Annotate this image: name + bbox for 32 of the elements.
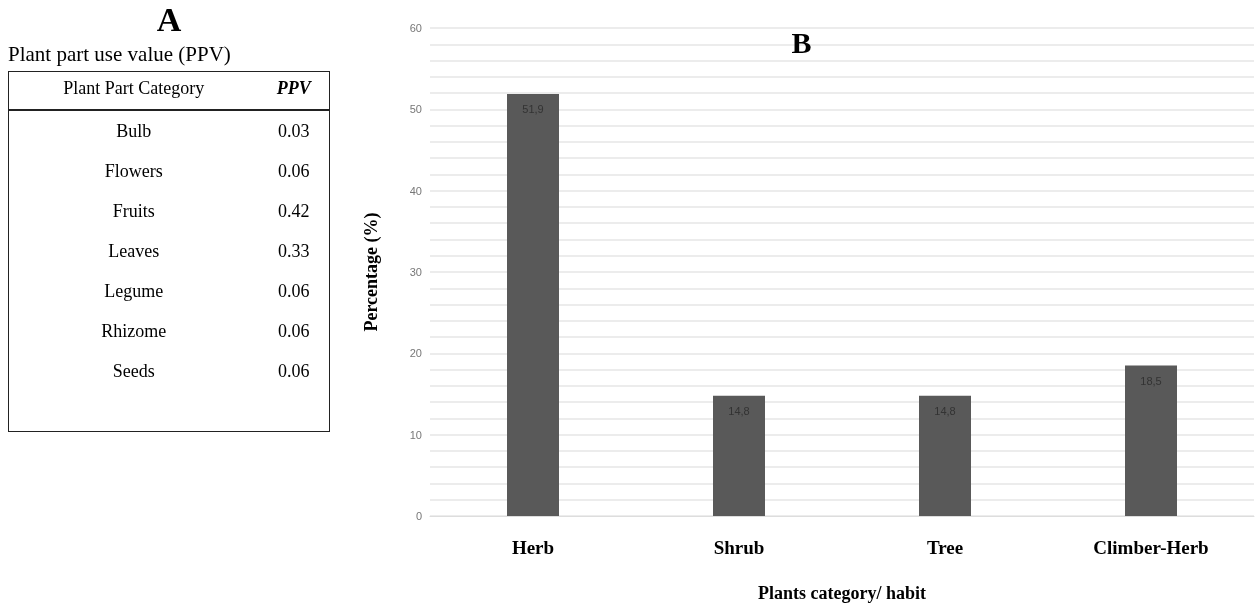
chart-title: B	[791, 25, 812, 59]
data-label: 0.06	[276, 159, 311, 183]
y-tick-label: 50	[409, 103, 422, 116]
x-tick-label: Herb	[511, 537, 555, 558]
category-label: Legume	[103, 279, 165, 303]
x-axis-title: Plants category/ habit	[758, 583, 926, 603]
category-label: Flowers	[103, 159, 164, 183]
y-axis-title: Percentage (%)	[361, 212, 382, 332]
x-tick-label: Tree	[926, 537, 964, 558]
x-tick-label: Shrub	[713, 537, 765, 558]
category-label: Bulb	[115, 119, 153, 143]
data-label: 0.06	[276, 279, 311, 303]
category-label: Seeds	[111, 359, 156, 383]
data-label: 0.03	[276, 119, 311, 143]
data-label: 0.06	[276, 319, 311, 343]
category-label: Fruits	[111, 199, 156, 223]
data-label: 0.42	[276, 199, 311, 223]
x-tick-label: Climber-Herb	[1093, 537, 1209, 558]
data-label: 0.06	[276, 359, 311, 383]
text: Plant part use value (PPV)	[8, 42, 232, 67]
category-label: Rhizome	[100, 319, 168, 343]
y-tick-label: 30	[409, 266, 422, 278]
y-tick-label: 10	[409, 428, 422, 441]
category-label: Leaves	[107, 239, 161, 263]
y-tick-label: 40	[409, 184, 422, 197]
y-tick-label: 20	[409, 347, 422, 360]
text: Plant Part Category	[8, 71, 259, 110]
y-tick-label: 60	[409, 22, 422, 34]
text: PPV	[258, 71, 330, 110]
y-tick-label: 0	[415, 510, 422, 522]
data-label: 0.33	[276, 239, 311, 263]
text: A	[155, 0, 183, 40]
